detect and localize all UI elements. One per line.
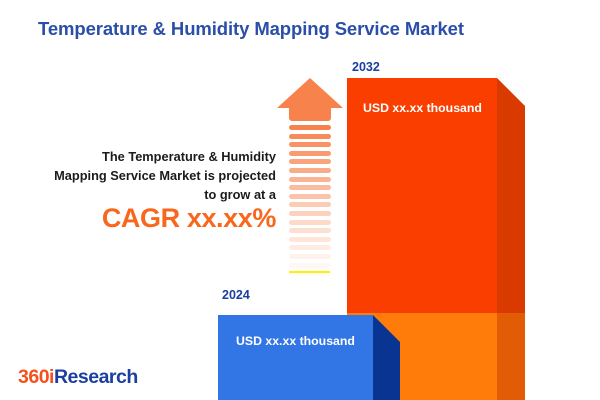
bar-2032-value-label: USD xx.xx thousand	[363, 101, 482, 115]
projection-statement: The Temperature & Humidity Mapping Servi…	[8, 148, 276, 204]
logo-research: Research	[53, 366, 138, 388]
arrow-stripe	[289, 253, 331, 259]
up-arrow-icon	[277, 78, 343, 286]
cagr-value: CAGR xx.xx%	[101, 203, 277, 233]
bar-2024-front	[218, 315, 373, 400]
arrow-stripe	[289, 159, 331, 165]
arrow-stripe	[289, 219, 331, 225]
arrow-stripe	[289, 150, 331, 156]
bar-2032-highlight-side	[497, 313, 525, 400]
bar-2024-value-label: USD xx.xx thousand	[236, 334, 355, 348]
logo-360i: 360i	[18, 366, 54, 388]
arrow-stripe	[289, 262, 331, 268]
arrow-stripe	[289, 245, 331, 251]
arrow-stripe	[289, 176, 331, 182]
arrow-stripe	[289, 193, 331, 199]
statement-line-1: The Temperature & Humidity	[102, 149, 276, 164]
arrow-neck	[289, 108, 331, 121]
arrow-stripe	[289, 228, 331, 234]
arrow-shaft-stripes	[289, 125, 331, 286]
arrow-stripe	[289, 125, 331, 130]
year-label-2032: 2032	[352, 60, 380, 74]
arrow-head	[277, 78, 343, 108]
arrow-stripe	[289, 133, 331, 139]
brand-logo[interactable]: 360iResearch	[18, 366, 138, 389]
arrow-stripe	[289, 167, 331, 173]
arrow-stripe	[289, 142, 331, 148]
arrow-stripe	[289, 185, 331, 191]
arrow-stripe	[289, 202, 331, 208]
statement-line-2: Mapping Service Market is projected	[54, 167, 276, 183]
arrow-stripe	[289, 210, 331, 216]
bar-2024-side	[373, 315, 400, 400]
statement-line-3: to grow at a	[204, 186, 276, 202]
year-label-2024: 2024	[222, 288, 250, 302]
render-scanline-artifact	[289, 271, 330, 273]
bar-2024[interactable]: USD xx.xx thousand	[218, 315, 400, 400]
arrow-stripe	[289, 280, 331, 285]
arrow-stripe	[289, 236, 331, 242]
page-title: Temperature & Humidity Mapping Service M…	[38, 18, 464, 39]
